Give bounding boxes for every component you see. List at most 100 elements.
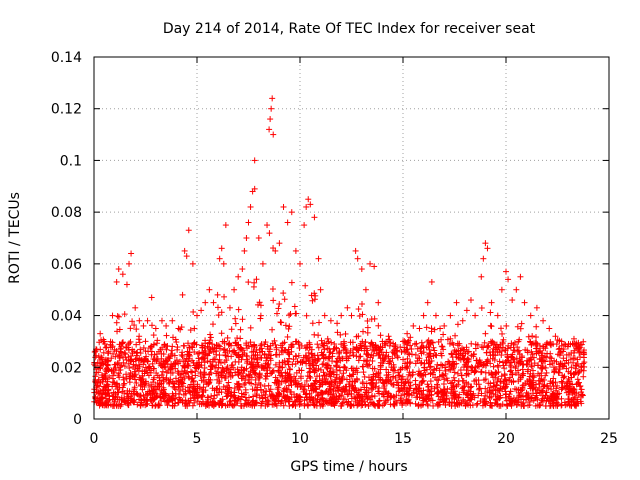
data-point: [286, 323, 293, 330]
data-point: [235, 273, 242, 280]
data-point: [482, 385, 489, 392]
data-point: [459, 317, 466, 324]
data-point: [498, 286, 505, 293]
data-point: [515, 367, 522, 374]
data-point: [165, 393, 172, 400]
data-point: [278, 319, 285, 326]
data-point: [269, 368, 276, 375]
data-point: [355, 306, 362, 313]
data-point: [364, 317, 371, 324]
data-point: [290, 356, 297, 363]
data-point: [316, 319, 323, 326]
data-point: [126, 364, 133, 371]
data-point: [201, 371, 208, 378]
data-point: [375, 398, 382, 405]
data-point: [168, 347, 175, 354]
data-point: [255, 235, 262, 241]
data-point: [109, 312, 116, 319]
data-point: [189, 344, 196, 351]
data-point: [327, 364, 334, 371]
data-point: [570, 349, 577, 356]
data-point: [457, 367, 464, 374]
data-point: [407, 334, 414, 341]
data-point: [107, 342, 114, 349]
data-point: [272, 341, 279, 348]
data-point: [432, 312, 439, 319]
data-point: [364, 329, 371, 336]
data-point: [338, 312, 345, 319]
data-point: [148, 294, 155, 301]
data-point: [270, 297, 277, 304]
data-point: [472, 312, 479, 319]
data-point: [328, 339, 335, 346]
data-point: [444, 377, 451, 384]
data-point: [150, 332, 157, 339]
data-point: [286, 312, 293, 319]
data-point: [291, 303, 298, 310]
data-point: [459, 345, 466, 352]
data-point: [186, 384, 193, 391]
data-point: [324, 335, 331, 342]
data-point: [285, 382, 292, 389]
y-tick-label: 0.1: [60, 153, 82, 169]
data-point: [361, 373, 368, 380]
data-point: [306, 390, 313, 397]
data-point: [552, 379, 559, 386]
data-point: [269, 326, 276, 333]
data-point: [292, 247, 299, 254]
data-point: [257, 312, 264, 319]
data-point: [185, 340, 192, 347]
data-point: [295, 380, 302, 387]
data-point: [185, 227, 192, 234]
data-point: [423, 324, 430, 331]
data-point: [301, 381, 308, 388]
data-point: [121, 311, 128, 318]
data-point: [342, 330, 349, 337]
data-point: [315, 255, 322, 262]
data-point: [339, 388, 346, 395]
data-point: [158, 371, 165, 378]
data-points: [91, 95, 588, 410]
data-point: [253, 276, 260, 283]
data-point: [245, 279, 252, 286]
data-point: [500, 362, 507, 369]
data-point: [358, 266, 365, 273]
data-point: [356, 353, 363, 360]
data-point: [276, 240, 283, 247]
data-point: [451, 369, 458, 376]
data-point: [364, 324, 371, 331]
data-point: [231, 349, 238, 356]
data-point: [231, 286, 238, 293]
data-point: [277, 319, 284, 326]
data-point: [406, 351, 413, 358]
data-point: [497, 325, 504, 332]
data-point: [475, 386, 482, 393]
data-point: [187, 327, 194, 334]
data-point: [418, 339, 425, 346]
data-point: [543, 369, 550, 376]
data-point: [97, 330, 104, 337]
data-point: [393, 392, 400, 399]
x-axis-title: GPS time / hours: [290, 459, 407, 475]
data-point: [377, 332, 384, 339]
data-point: [447, 312, 454, 319]
data-point: [301, 222, 308, 229]
data-point: [407, 342, 414, 349]
data-point: [556, 352, 563, 359]
data-point: [180, 370, 187, 377]
data-point: [340, 370, 347, 377]
data-point: [432, 351, 439, 358]
data-point: [131, 391, 138, 398]
data-point: [235, 306, 242, 313]
data-point: [206, 286, 213, 293]
data-point: [133, 341, 140, 348]
data-point: [208, 363, 215, 370]
data-point: [528, 362, 535, 369]
data-point: [262, 375, 269, 382]
data-point: [367, 399, 374, 406]
data-point: [317, 286, 324, 293]
data-point: [149, 322, 156, 329]
data-point: [191, 339, 198, 346]
data-point: [522, 346, 529, 353]
data-point: [392, 397, 399, 404]
